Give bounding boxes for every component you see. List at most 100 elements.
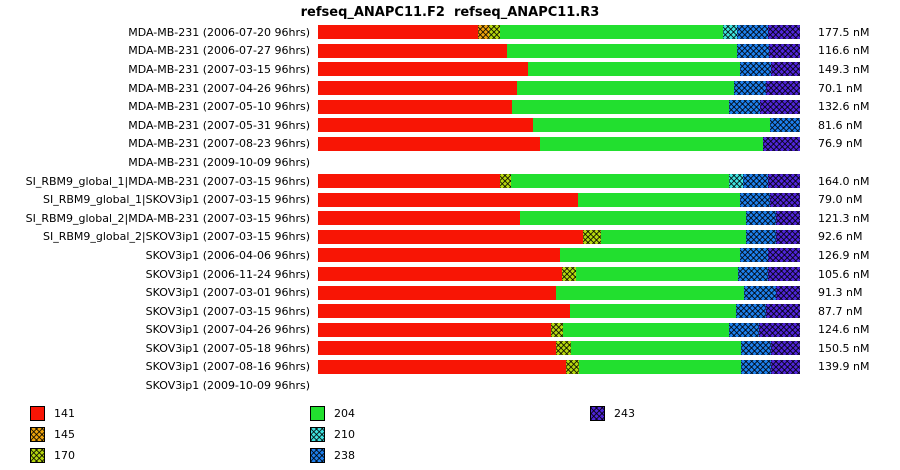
bar-segment-238 (728, 99, 761, 114)
bar-row: MDA-MB-231 (2007-03-15 96hrs) 149.3 nM (0, 60, 900, 79)
legend-swatch-141 (30, 405, 45, 421)
row-label: MDA-MB-231 (2006-07-20 96hrs) (128, 25, 310, 39)
bar-segment-238 (743, 174, 769, 189)
bar-segment-204 (579, 359, 742, 374)
bar-segment-210 (723, 25, 738, 40)
bar-segment-238 (744, 285, 776, 300)
bar-segment-238 (735, 304, 766, 319)
bar-row: MDA-MB-231 (2007-05-10 96hrs) 132.6 nM (0, 97, 900, 116)
row-label: MDA-MB-231 (2006-07-27 96hrs) (128, 44, 310, 58)
legend-swatch-238 (310, 447, 325, 463)
bar-track (318, 25, 800, 40)
bar-track (318, 43, 800, 58)
row-label: SKOV3ip1 (2007-05-18 96hrs) (145, 341, 310, 355)
bar-segment-238 (746, 211, 776, 226)
bar-segment-243 (765, 81, 800, 96)
legend-label: 238 (334, 448, 355, 462)
legend-column: 141 145 170 (30, 403, 310, 466)
bar-track (318, 248, 800, 263)
bar-track (318, 267, 800, 282)
bar-track (318, 285, 800, 300)
bar-segment-141 (318, 25, 479, 40)
row-value: 81.6 nM (818, 118, 863, 132)
bar-segment-243 (770, 192, 800, 207)
bar-track (318, 359, 800, 374)
bar-row: SKOV3ip1 (2007-04-26 96hrs) 124.6 nM (0, 321, 900, 340)
row-value: 150.5 nM (818, 341, 870, 355)
bar-row: MDA-MB-231 (2007-05-31 96hrs) 81.6 nM (0, 116, 900, 135)
bar-segment-170 (500, 174, 512, 189)
bar-segment-243 (775, 285, 800, 300)
bar-segment-243 (771, 341, 800, 356)
bar-segment-170 (561, 267, 576, 282)
bar-segment-141 (318, 62, 529, 77)
bar-segment-204 (532, 118, 771, 133)
bar-segment-204 (506, 43, 737, 58)
bar-segment-238 (746, 229, 776, 244)
bar-row: MDA-MB-231 (2007-08-23 96hrs) 76.9 nM (0, 135, 900, 154)
bar-row: SKOV3ip1 (2007-05-18 96hrs) 150.5 nM (0, 339, 900, 358)
bar-segment-238 (741, 359, 772, 374)
bar-track (318, 62, 800, 77)
bar-rows: MDA-MB-231 (2006-07-20 96hrs) 177.5 nM MDA… (0, 23, 900, 395)
legend-swatch-170 (30, 447, 45, 463)
row-value: 79.0 nM (818, 193, 863, 207)
bar-track (318, 229, 800, 244)
row-label: SKOV3ip1 (2009-10-09 96hrs) (145, 379, 310, 393)
bar-segment-204 (519, 211, 746, 226)
legend-item-170: 170 (30, 445, 310, 466)
row-label: MDA-MB-231 (2007-03-15 96hrs) (128, 62, 310, 76)
bar-segment-141 (318, 359, 567, 374)
legend-label: 210 (334, 427, 355, 441)
bar-segment-243 (768, 25, 800, 40)
legend-item-204: 204 (310, 403, 590, 424)
bar-segment-238 (738, 267, 769, 282)
legend-swatch-210 (310, 426, 325, 442)
bar-segment-243 (768, 248, 800, 263)
bar-segment-141 (318, 248, 560, 263)
bar-segment-204 (570, 304, 736, 319)
bar-segment-141 (318, 322, 551, 337)
bar-segment-204 (528, 62, 741, 77)
bar-track (318, 118, 800, 133)
bar-segment-141 (318, 174, 501, 189)
bar-segment-238 (740, 192, 771, 207)
row-label: MDA-MB-231 (2007-05-10 96hrs) (128, 100, 310, 114)
bar-segment-141 (318, 304, 571, 319)
legend-item-238: 238 (310, 445, 590, 466)
bar-segment-141 (318, 229, 584, 244)
bar-segment-243 (768, 43, 800, 58)
bar-segment-204 (559, 248, 741, 263)
row-value: 92.6 nM (818, 230, 863, 244)
bar-segment-141 (318, 211, 520, 226)
bar-track (318, 341, 800, 356)
bar-segment-170 (489, 25, 501, 40)
row-value: 116.6 nM (818, 44, 870, 58)
bar-row: SKOV3ip1 (2007-03-15 96hrs) 87.7 nM (0, 302, 900, 321)
bar-segment-238 (729, 322, 759, 337)
bar-segment-204 (600, 229, 746, 244)
bar-track (318, 174, 800, 189)
bar-segment-141 (318, 341, 557, 356)
row-value: 87.7 nM (818, 304, 863, 318)
bar-segment-238 (740, 248, 769, 263)
legend: 141 145 170 204 210 238 243 (30, 403, 900, 466)
row-label: SI_RBM9_global_2|MDA-MB-231 (2007-03-15 … (25, 211, 310, 225)
legend-swatch-145 (30, 426, 45, 442)
bar-segment-204 (571, 341, 742, 356)
bar-segment-238 (740, 62, 772, 77)
bar-segment-145 (478, 25, 490, 40)
bar-segment-204 (562, 322, 730, 337)
bar-track (318, 379, 800, 393)
bar-segment-141 (318, 43, 507, 58)
bar-segment-204 (577, 192, 741, 207)
legend-swatch-204 (310, 405, 325, 421)
row-label: SI_RBM9_global_1|SKOV3ip1 (2007-03-15 96… (42, 193, 310, 207)
bar-segment-141 (318, 192, 578, 207)
bar-segment-204 (540, 136, 763, 151)
bar-segment-141 (318, 267, 562, 282)
bar-segment-170 (556, 341, 572, 356)
bar-segment-243 (765, 304, 800, 319)
row-label: SI_RBM9_global_2|SKOV3ip1 (2007-03-15 96… (42, 230, 310, 244)
bar-segment-204 (517, 81, 734, 96)
